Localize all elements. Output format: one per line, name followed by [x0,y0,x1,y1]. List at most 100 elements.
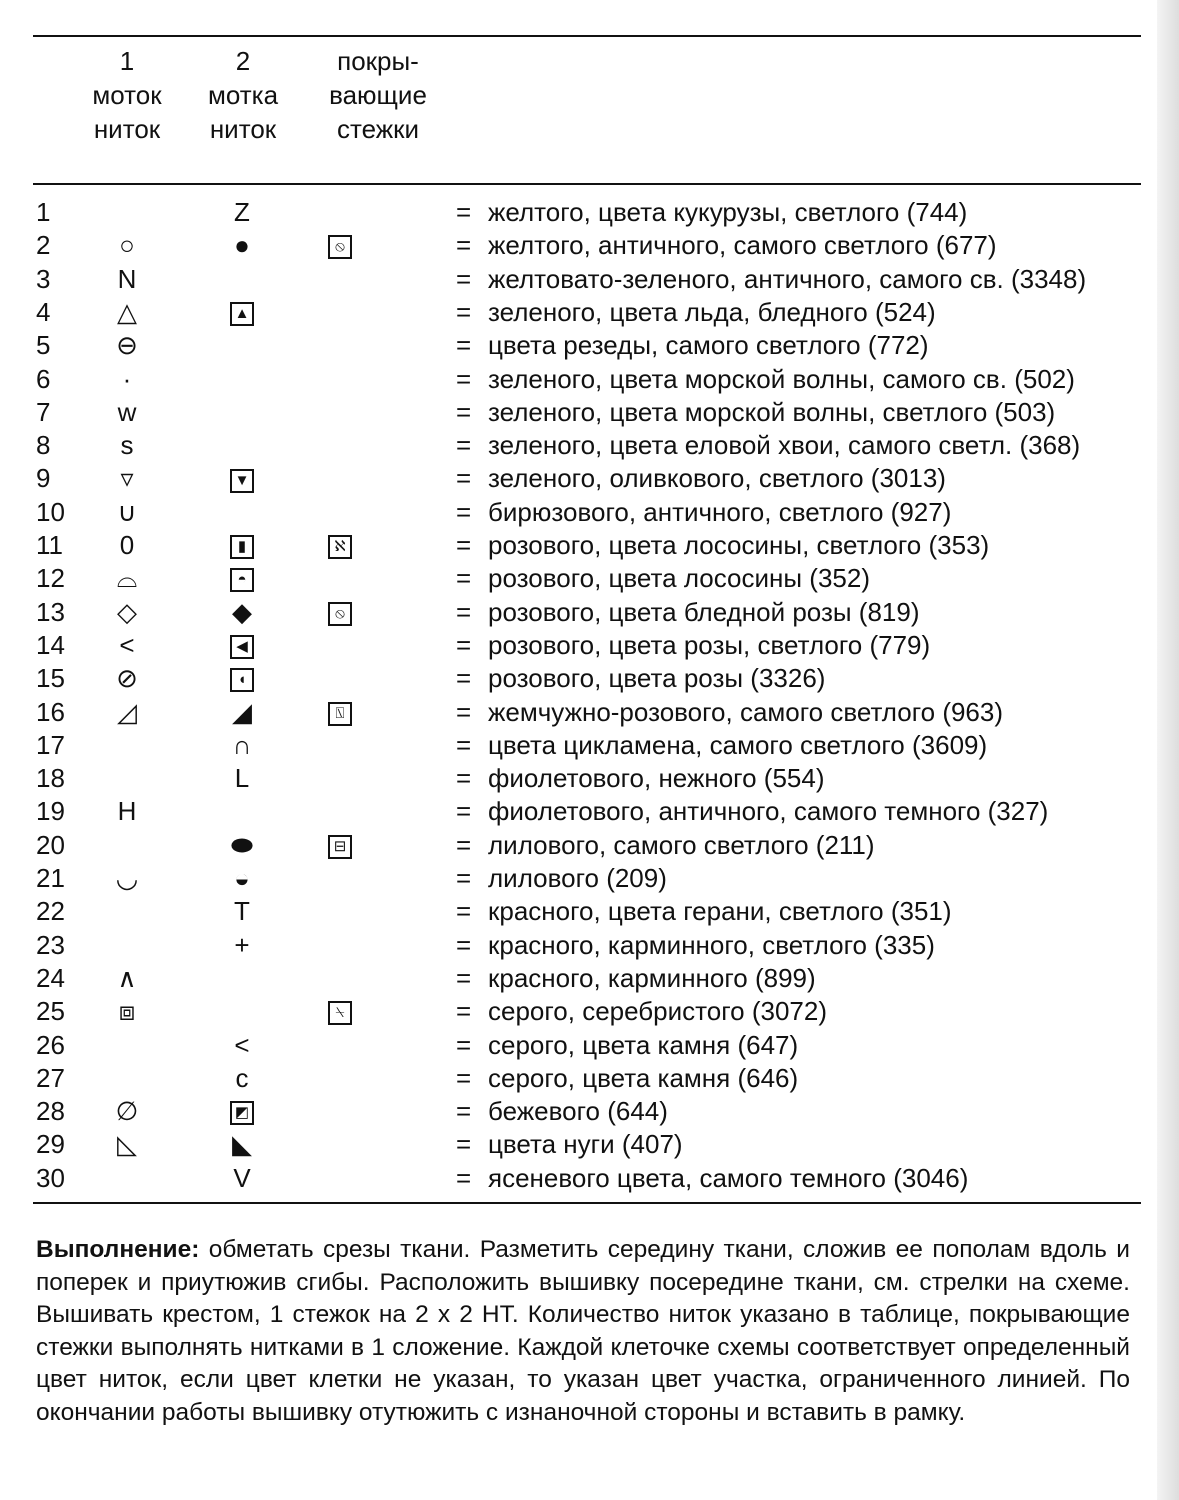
row-number: 12 [36,563,65,594]
symbol-glyph: ◣ [232,1129,252,1160]
color-description: бежевого (644) [488,1096,668,1127]
one-skein-symbol-icon: ∅ [115,1096,139,1127]
row-number: 24 [36,962,65,993]
one-skein-symbol-icon: s [120,430,134,461]
equals-sign: = [456,430,472,461]
table-row: 8 s = зеленого, цвета еловой хвои, самого с… [0,429,1179,462]
table-row: 28 ∅ ◩ = бежевого (644) [0,1095,1179,1128]
one-skein-symbol-icon: ○ [119,230,135,261]
row-number: 10 [36,496,65,527]
top-rule [33,35,1141,37]
color-description: серого, цвета камня (647) [488,1029,799,1060]
color-description: фиолетового, нежного (554) [488,763,825,794]
one-skein-symbol-icon: △ [117,296,137,327]
symbol-glyph: L [234,763,250,794]
equals-sign: = [456,829,472,860]
symbol-glyph: ▼ [230,468,254,493]
two-skein-symbol-icon: ∩ [222,729,262,762]
equals-sign: = [456,296,472,327]
color-description: желтовато-зеленого, античного, самого св… [488,263,1087,294]
table-row: 19 H = фиолетового, античного, самого темно… [0,795,1179,828]
row-number: 16 [36,696,65,727]
row-number: 1 [36,197,51,227]
row-number: 2 [36,230,51,261]
color-description: цвета резеды, самого светлого (772) [488,330,929,361]
color-description: красного, карминного, светлого (335) [488,929,935,960]
symbol-glyph: ● [234,230,250,261]
color-description: жемчужно-розового, самого светлого (963) [488,696,1004,727]
table-row: 3 N = желтовато-зеленого, античного, самого… [0,263,1179,296]
header-one-skein: 1 моток ниток [92,46,162,144]
row-number: 6 [36,363,51,394]
backstitch-symbol-icon: ⊟ [320,829,360,862]
two-skein-symbol-icon: ◒ [222,862,262,895]
instructions-label: Выполнение: [36,1236,200,1263]
symbol-glyph: ⦸ [328,601,352,626]
equals-sign: = [456,763,472,794]
row-number: 11 [36,530,63,560]
symbol-glyph: ◖ [230,668,254,693]
row-number: 9 [36,463,51,494]
row-number: 19 [36,796,65,827]
equals-sign: = [456,563,472,594]
two-skein-symbol-icon: ◢ [222,696,262,729]
symbol-glyph: ◒ [234,863,250,893]
header-backstitch: покры- вающие стежки [329,46,427,144]
equals-sign: = [456,629,472,660]
equals-sign: = [456,1029,472,1060]
one-skein-symbol-icon: H [117,796,137,827]
color-description: серого, серебристого (3072) [488,996,827,1027]
two-skein-symbol-icon: T [222,895,262,928]
table-row: 15 ⊘ ◖ = розового, цвета розы (3326) [0,662,1179,695]
one-skein-symbol-icon: ⊘ [116,663,138,694]
instructions-text: обметать срезы ткани. Разметить середину… [36,1236,1130,1426]
color-description: розового, цвета розы, светлого (779) [488,629,931,660]
row-number: 7 [36,396,51,427]
equals-sign: = [456,363,472,394]
equals-sign: = [456,463,472,494]
table-row: 7 w = зеленого, цвета морской волны, светло… [0,396,1179,429]
table-row: 11 0 ▮ ℵ = розового, цвета лососины, светлого… [0,529,1179,562]
table-row: 21 ◡ ◒ = лилового (209) [0,862,1179,895]
table-row: 25 ⧈ ⍀ = серого, серебристого (3072) [0,995,1179,1028]
two-skein-symbol-icon: ▼ [222,462,262,495]
symbol-glyph: ◆ [232,596,252,627]
one-skein-symbol-icon: ⧈ [118,996,136,1027]
two-skein-symbol-icon: + [222,929,262,962]
equals-sign: = [456,596,472,627]
equals-sign: = [456,496,472,527]
two-skein-symbol-icon: ◀ [222,629,262,662]
one-skein-symbol-icon: ◺ [117,1129,137,1160]
color-description: лилового (209) [488,863,667,893]
color-description: розового, цвета бледной розы (819) [488,596,920,627]
color-description: ясеневого цвета, самого темного (3046) [488,1162,969,1193]
table-row: 24 ∧ = красного, карминного (899) [0,962,1179,995]
table-row: 2 ○ ● ⦸ = желтого, античного, самого светлого… [0,229,1179,262]
color-description: зеленого, оливкового, светлого (3013) [488,463,946,494]
symbol-glyph: ◢ [232,696,252,727]
one-skein-symbol-icon: ∪ [117,496,137,527]
symbol-glyph: ⍂ [328,701,352,726]
table-row: 30 V = ясеневого цвета, самого темного (304… [0,1162,1179,1195]
one-skein-symbol-icon: ◿ [117,696,137,727]
row-number: 13 [36,596,65,627]
table-row: 22 T = красного, цвета герани, светлого (35… [0,895,1179,928]
equals-sign: = [456,263,472,294]
two-skein-symbol-icon: L [222,762,262,795]
one-skein-symbol-icon: ▿ [120,463,134,494]
one-skein-symbol-icon: N [117,263,137,294]
equals-sign: = [456,330,472,361]
symbol-glyph: ∩ [232,729,252,760]
symbol-glyph: ⍀ [328,1001,352,1026]
color-description: розового, цвета розы (3326) [488,663,826,694]
table-row: 6 · = зеленого, цвета морской волны, самого… [0,363,1179,396]
table-row: 1 Z = желтого, цвета кукурузы, светлого (74… [0,196,1179,229]
two-skein-symbol-icon: ◆ [222,596,262,629]
two-skein-symbol-icon: ▲ [222,296,262,329]
header-rule [33,183,1141,185]
table-row: 14 < ◀ = розового, цвета розы, светлого (779… [0,629,1179,662]
row-number: 25 [36,996,65,1027]
table-row: 5 ⊖ = цвета резеды, самого светлого (772) [0,329,1179,362]
color-description: зеленого, цвета морской волны, светлого … [488,396,1056,427]
table-row: 18 L = фиолетового, нежного (554) [0,762,1179,795]
